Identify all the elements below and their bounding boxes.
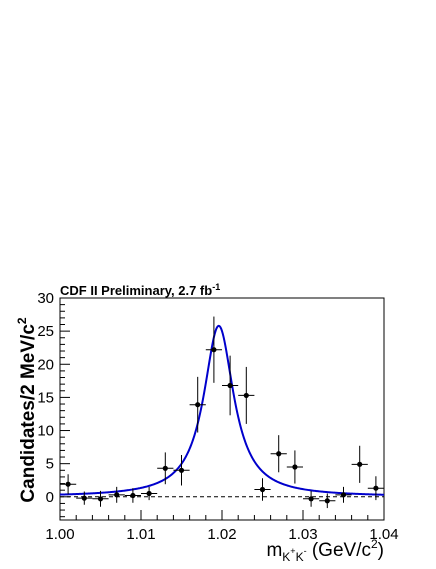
data-point	[340, 492, 347, 498]
y-axis-title-sup: 2	[15, 317, 29, 324]
data-point	[324, 498, 330, 504]
data-point	[276, 451, 282, 457]
data-point	[146, 490, 152, 497]
x-axis-title-sub-1: K	[282, 550, 290, 564]
y-tick-label: 15	[37, 389, 54, 406]
y-tick-label: 20	[37, 356, 54, 373]
data-point	[227, 382, 233, 389]
data-point	[211, 347, 217, 353]
x-axis-title-sub-1-sup: +	[290, 546, 295, 556]
data-point	[357, 461, 363, 467]
x-axis-title-main: m	[266, 540, 282, 561]
y-tick-label: 5	[46, 456, 54, 473]
x-tick-label: 1.04	[369, 526, 398, 543]
plot-area: 1.00 1.01 1.02 1.03 1.04 0 5 10 15 20 25 30	[37, 290, 398, 543]
data-point	[292, 464, 298, 470]
data-point	[373, 485, 379, 491]
y-tick-label: 10	[37, 423, 54, 440]
data-point	[130, 492, 136, 499]
x-tick-label: 1.03	[288, 526, 317, 543]
x-tick-label: 1.02	[207, 526, 236, 543]
svg-text:Candidates/2 MeV/c2: Candidates/2 MeV/c2	[15, 317, 39, 502]
x-axis-title-unit-sup: 2	[371, 537, 378, 551]
data-point	[97, 496, 104, 502]
y-tick-label: 25	[37, 323, 54, 340]
data-point	[308, 496, 314, 502]
x-tick-label: 1.00	[45, 526, 74, 543]
data-point	[195, 402, 201, 408]
x-axis-title-sub-2: K	[296, 550, 304, 564]
x-axis-title-unit-prefix: (GeV/c	[307, 540, 371, 561]
x-tick-label: 1.01	[126, 526, 155, 543]
data-point	[259, 486, 266, 493]
x-axis-title-sub-2-sup: -	[304, 546, 307, 556]
y-axis-title: Candidates/2 MeV/c2	[15, 317, 39, 502]
chart-title-main: CDF II Preliminary, 2.7 fb	[60, 283, 212, 298]
x-axis-title: mK+K- (GeV/c2)	[266, 537, 384, 564]
data-point	[114, 492, 120, 498]
data-point	[178, 467, 185, 473]
y-tick-label: 0	[46, 489, 54, 506]
y-axis-title-main: Candidates/2 MeV/c	[18, 324, 39, 503]
data-point	[65, 481, 71, 487]
data-point	[162, 465, 168, 471]
chart-title-sup: -1	[212, 282, 220, 292]
chart-title: CDF II Preliminary, 2.7 fb-1	[60, 282, 220, 298]
y-tick-label: 30	[37, 290, 54, 307]
x-axis-title-unit-suffix: )	[378, 540, 384, 561]
data-point	[81, 495, 87, 501]
fit-curve	[59, 324, 385, 496]
data-point	[243, 392, 249, 399]
